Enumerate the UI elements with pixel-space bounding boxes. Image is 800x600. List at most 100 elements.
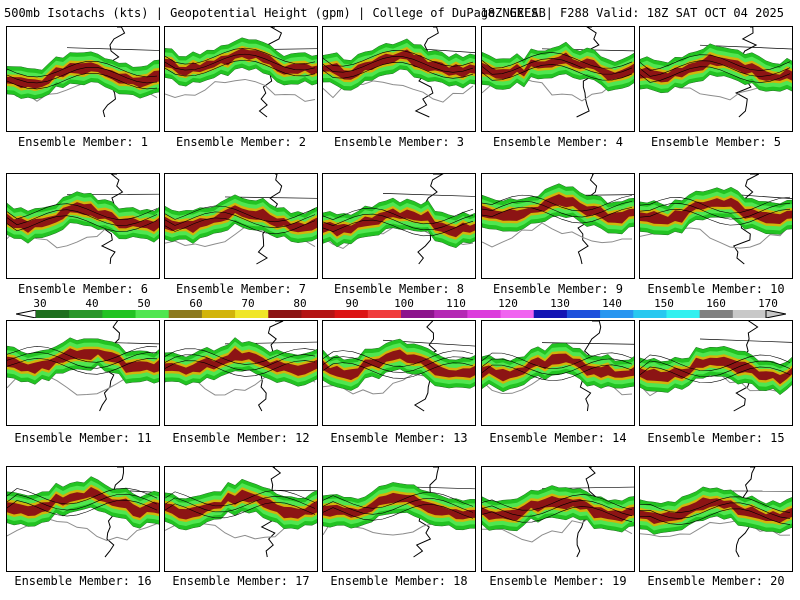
colorbar-swatch bbox=[102, 310, 137, 318]
colorbar-swatch bbox=[666, 310, 701, 318]
ensemble-member-label: Ensemble Member: 8 bbox=[333, 282, 465, 296]
colorbar-swatch bbox=[533, 310, 568, 318]
height-line bbox=[165, 495, 316, 513]
height-line bbox=[640, 366, 791, 383]
colorbar-swatch bbox=[467, 310, 502, 318]
height-line bbox=[482, 206, 633, 224]
height-line bbox=[165, 348, 316, 365]
height-line bbox=[323, 350, 474, 367]
height-line bbox=[482, 200, 633, 218]
colorbar-tick-label: 40 bbox=[85, 297, 99, 310]
jet-band-60kt bbox=[323, 206, 475, 240]
jet-band-80kt bbox=[7, 487, 159, 518]
jet-band-50kt bbox=[323, 202, 475, 244]
height-line bbox=[482, 358, 633, 376]
colorbar-tick-label: 30 bbox=[33, 297, 47, 310]
height-line bbox=[323, 219, 474, 237]
height-line bbox=[640, 360, 791, 377]
ensemble-map-7 bbox=[165, 174, 317, 265]
colorbar-swatch bbox=[135, 310, 170, 318]
height-line bbox=[165, 360, 316, 377]
colorbar-swatch bbox=[600, 310, 634, 318]
ensemble-panel-19 bbox=[481, 466, 635, 572]
height-line bbox=[165, 489, 316, 507]
colorbar-swatch bbox=[69, 310, 103, 318]
jet-band-80kt bbox=[7, 62, 159, 89]
height-line bbox=[165, 501, 316, 519]
ensemble-map-12 bbox=[165, 321, 317, 412]
colorbar-swatch bbox=[434, 310, 468, 318]
ensemble-map-5 bbox=[640, 27, 792, 118]
colorbar-swatch bbox=[301, 310, 336, 318]
ensemble-member-label: Ensemble Member: 5 bbox=[650, 135, 782, 149]
ensemble-map-11 bbox=[7, 321, 159, 412]
ensemble-panel-17 bbox=[164, 466, 318, 572]
ensemble-member-label: Ensemble Member: 19 bbox=[489, 574, 627, 588]
height-line bbox=[640, 66, 791, 83]
height-line bbox=[7, 487, 158, 505]
ensemble-map-10 bbox=[640, 174, 792, 265]
height-line bbox=[482, 58, 633, 75]
height-line bbox=[7, 215, 158, 232]
ensemble-member-label: Ensemble Member: 18 bbox=[330, 574, 468, 588]
jet-band-80kt bbox=[165, 489, 317, 520]
ensemble-map-8 bbox=[323, 174, 475, 265]
height-line bbox=[482, 506, 633, 523]
colorbar-left-arrow bbox=[16, 310, 37, 318]
ensemble-panel-1 bbox=[6, 26, 160, 132]
height-line bbox=[323, 362, 474, 379]
colorbar-swatch bbox=[367, 310, 402, 318]
height-line bbox=[482, 64, 633, 81]
height-line bbox=[482, 494, 633, 511]
height-line bbox=[7, 493, 158, 511]
ensemble-map-1 bbox=[7, 27, 159, 118]
jet-band-60kt bbox=[482, 50, 634, 84]
height-line bbox=[323, 50, 474, 67]
colorbar-tick-label: 70 bbox=[241, 297, 255, 310]
chart-header-title: 500mb Isotachs (kts) | Geopotential Heig… bbox=[4, 6, 546, 20]
height-line bbox=[165, 53, 316, 71]
jet-band-80kt bbox=[640, 497, 792, 524]
ensemble-panel-14 bbox=[481, 320, 635, 426]
height-line bbox=[165, 47, 316, 65]
height-line bbox=[165, 354, 316, 371]
colorbar-tick-label: 110 bbox=[446, 297, 466, 310]
height-line bbox=[640, 208, 791, 226]
ensemble-member-label: Ensemble Member: 1 bbox=[17, 135, 149, 149]
jet-band-50kt bbox=[640, 350, 792, 391]
jet-band-80kt bbox=[482, 194, 634, 224]
jet-band-80kt bbox=[482, 495, 634, 522]
ensemble-map-20 bbox=[640, 467, 792, 558]
ensemble-map-16 bbox=[7, 467, 159, 558]
height-line bbox=[640, 508, 791, 525]
colorbar-tick-label: 80 bbox=[293, 297, 307, 310]
colorbar-swatch bbox=[268, 310, 302, 318]
ensemble-panel-15 bbox=[639, 320, 793, 426]
height-line bbox=[640, 60, 791, 77]
height-line bbox=[7, 499, 158, 517]
colorbar-tick-label: 100 bbox=[394, 297, 414, 310]
colorbar-swatch bbox=[334, 310, 369, 318]
jet-band-80kt bbox=[640, 197, 792, 225]
height-line bbox=[323, 62, 474, 79]
ensemble-panel-16 bbox=[6, 466, 160, 572]
border-line bbox=[541, 342, 634, 345]
ensemble-member-label: Ensemble Member: 13 bbox=[330, 431, 468, 445]
height-line bbox=[482, 352, 633, 370]
colorbar-tick-label: 130 bbox=[550, 297, 570, 310]
height-contour bbox=[165, 78, 316, 102]
jet-band-80kt bbox=[323, 49, 475, 80]
height-line bbox=[323, 492, 474, 509]
height-line bbox=[7, 66, 158, 84]
ensemble-map-2 bbox=[165, 27, 317, 118]
ensemble-member-label: Ensemble Member: 10 bbox=[647, 282, 785, 296]
ensemble-map-9 bbox=[482, 174, 634, 265]
ensemble-member-label: Ensemble Member: 3 bbox=[333, 135, 465, 149]
colorbar-tick-label: 120 bbox=[498, 297, 518, 310]
jet-band-80kt bbox=[165, 48, 317, 76]
ensemble-member-label: Ensemble Member: 17 bbox=[172, 574, 310, 588]
height-line bbox=[640, 54, 791, 71]
chart-header-valid-time: 18Z GEFS | F288 Valid: 18Z SAT OCT 04 20… bbox=[480, 6, 784, 20]
ensemble-map-14 bbox=[482, 321, 634, 412]
ensemble-member-label: Ensemble Member: 11 bbox=[14, 431, 152, 445]
